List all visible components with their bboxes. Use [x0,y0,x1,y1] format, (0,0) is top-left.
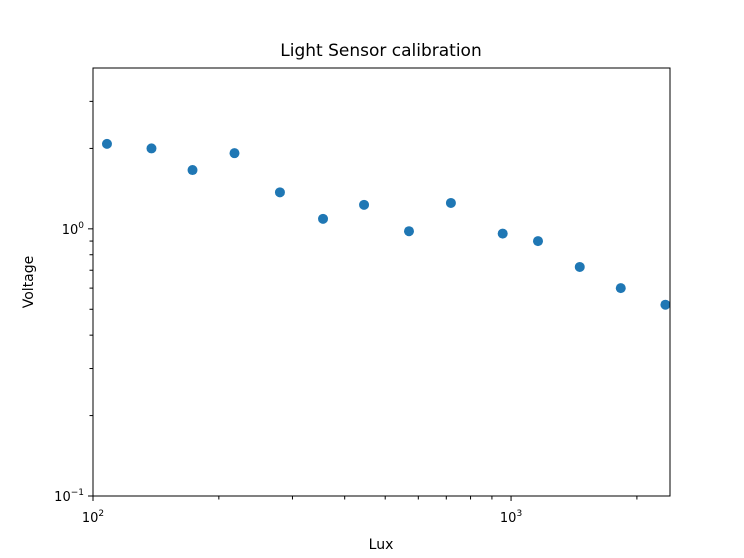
data-point [615,283,626,294]
x-tick-label: 103 [500,509,522,526]
data-point [274,187,285,198]
chart-title: Light Sensor calibration [280,41,481,61]
data-point [445,197,456,208]
data-point [403,226,414,237]
data-point [532,236,543,247]
y-tick-label: 10−1 [54,488,84,505]
axis-ticks: 102 103 10−1 100 [54,100,638,526]
data-point [497,228,508,239]
data-point [101,138,112,149]
data-point [146,143,157,154]
data-point [359,199,370,210]
data-point [574,261,585,272]
data-point [318,213,329,224]
data-points [101,138,671,310]
data-point [187,165,198,176]
plot-area-frame [92,67,671,497]
y-axis-label: Voltage [21,256,37,309]
data-point [229,148,240,159]
data-point [660,299,671,310]
x-tick-label: 102 [82,509,104,526]
x-axis-label: Lux [369,537,394,553]
y-tick-label: 100 [62,221,85,238]
